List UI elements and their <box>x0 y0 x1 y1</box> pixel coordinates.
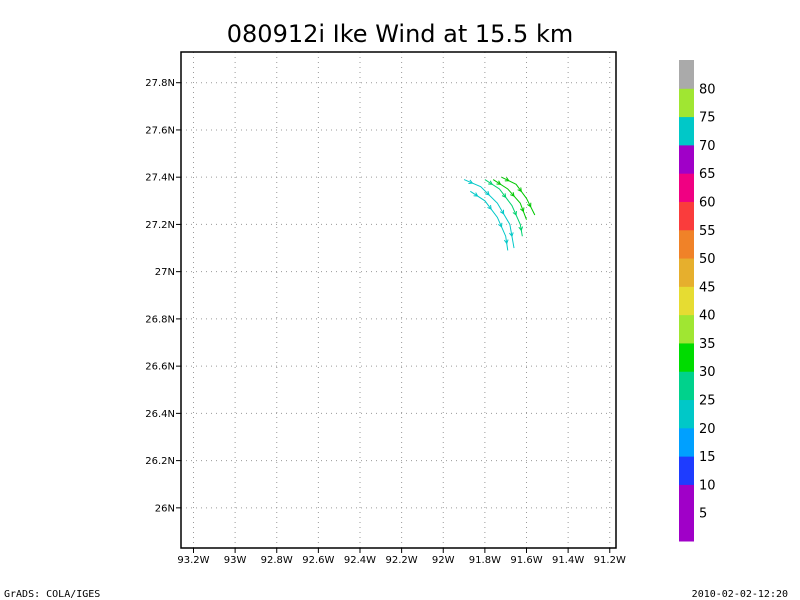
colorbar-segment <box>679 342 694 372</box>
vector-arrowhead <box>488 180 494 185</box>
colorbar-label: 80 <box>699 82 716 97</box>
colorbar-segment <box>679 116 694 146</box>
x-tick-label: 93.2W <box>177 555 209 566</box>
streamline-3 <box>484 179 523 237</box>
colorbar-segment <box>679 512 694 542</box>
colorbar-segment <box>679 88 694 118</box>
x-tick-label: 91.6W <box>510 555 542 566</box>
colorbar-segment <box>679 173 694 202</box>
colorbar-segment <box>679 399 694 429</box>
y-tick-label: 27.6N <box>145 125 175 136</box>
y-tick-label: 26.2N <box>145 456 175 467</box>
colorbar-segment <box>679 258 694 287</box>
colorbar-label: 15 <box>699 450 716 465</box>
y-tick-label: 26.6N <box>145 362 175 373</box>
y-tick-label: 26N <box>155 503 175 514</box>
streamline-5 <box>501 176 536 216</box>
vector-arrowhead <box>487 205 492 210</box>
x-tick-label: 92.8W <box>261 555 293 566</box>
vector-arrowhead <box>518 226 524 232</box>
vector-arrowhead <box>503 239 509 245</box>
x-tick-label: 91.2W <box>594 555 626 566</box>
colorbar-label: 5 <box>699 507 707 522</box>
vector-arrowhead <box>468 179 474 184</box>
vector-arrowhead <box>473 192 479 197</box>
y-tick-label: 26.8N <box>145 314 175 325</box>
streamline-1 <box>463 179 515 249</box>
colorbar-label: 10 <box>699 478 716 493</box>
x-tick-label: 91.4W <box>552 555 584 566</box>
colorbar-label: 70 <box>699 139 716 154</box>
colorbar-segment <box>679 427 694 457</box>
colorbar-label: 55 <box>699 224 716 239</box>
vector-arrowhead <box>512 210 517 216</box>
vector-arrowhead <box>509 232 514 238</box>
colorbar-label: 50 <box>699 252 716 267</box>
colorbar-label: 75 <box>699 111 716 126</box>
colorbar-segment <box>679 229 694 259</box>
chart-title: 080912i Ike Wind at 15.5 km <box>227 20 573 48</box>
y-tick-label: 27.8N <box>145 78 175 89</box>
colorbar-segment <box>679 144 694 174</box>
vector-arrowhead <box>520 207 525 213</box>
vector-arrowhead <box>517 187 522 193</box>
x-tick-label: 91.8W <box>469 555 501 566</box>
x-tick-label: 93W <box>224 555 247 566</box>
colorbar-label: 45 <box>699 280 716 295</box>
grid-lines <box>181 52 616 548</box>
colorbar-label: 30 <box>699 365 716 380</box>
vector-arrowhead <box>501 193 507 199</box>
x-axis-ticks: 93.2W 93W 92.8W 92.6W 92.4W 92.2W 92W 91.8W 91.6… <box>177 548 626 566</box>
colorbar-label: 65 <box>699 167 716 182</box>
plot-frame <box>180 51 617 549</box>
colorbar-segment <box>679 314 694 344</box>
vector-arrowhead <box>498 222 503 228</box>
colorbar-label: 60 <box>699 195 716 210</box>
wind-vectors <box>463 176 536 251</box>
streamline-4 <box>492 179 527 220</box>
colorbar-segment <box>679 201 694 231</box>
colorbar-segment <box>679 484 694 514</box>
vector-arrowhead <box>496 180 502 185</box>
y-tick-label: 27N <box>155 267 175 278</box>
colorbar-label: 35 <box>699 337 716 352</box>
y-tick-label: 27.4N <box>145 173 175 184</box>
vector-arrowhead <box>504 177 510 182</box>
vector-arrowhead <box>499 209 505 215</box>
colorbar-label: 25 <box>699 394 716 409</box>
streamline-2 <box>470 190 509 251</box>
colorbar-label: 40 <box>699 309 716 324</box>
x-tick-label: 92.4W <box>344 555 376 566</box>
vector-arrowhead <box>510 192 515 197</box>
footer-software: GrADS: COLA/IGES <box>4 589 101 600</box>
x-tick-label: 92W <box>432 555 455 566</box>
y-tick-label: 27.2N <box>145 220 175 231</box>
footer-timestamp: 2010-02-02-12:20 <box>691 589 788 600</box>
y-tick-label: 26.4N <box>145 409 175 420</box>
vector-arrowhead <box>527 202 532 208</box>
colorbar-segment <box>679 456 694 485</box>
colorbar-label: 20 <box>699 422 716 437</box>
y-axis-ticks: 26N 26.2N 26.4N 26.6N 26.8N 27N 27.2N 27.4N 27.6… <box>145 78 181 514</box>
colorbar-segment <box>679 371 694 401</box>
x-tick-label: 92.6W <box>302 555 334 566</box>
vector-arrowhead <box>485 190 490 196</box>
colorbar-segment <box>679 286 694 316</box>
x-tick-label: 92.2W <box>386 555 418 566</box>
colorbar: 5 10 15 20 25 30 35 40 45 50 55 60 65 70 75 80 <box>679 60 716 542</box>
colorbar-segment <box>679 60 694 89</box>
